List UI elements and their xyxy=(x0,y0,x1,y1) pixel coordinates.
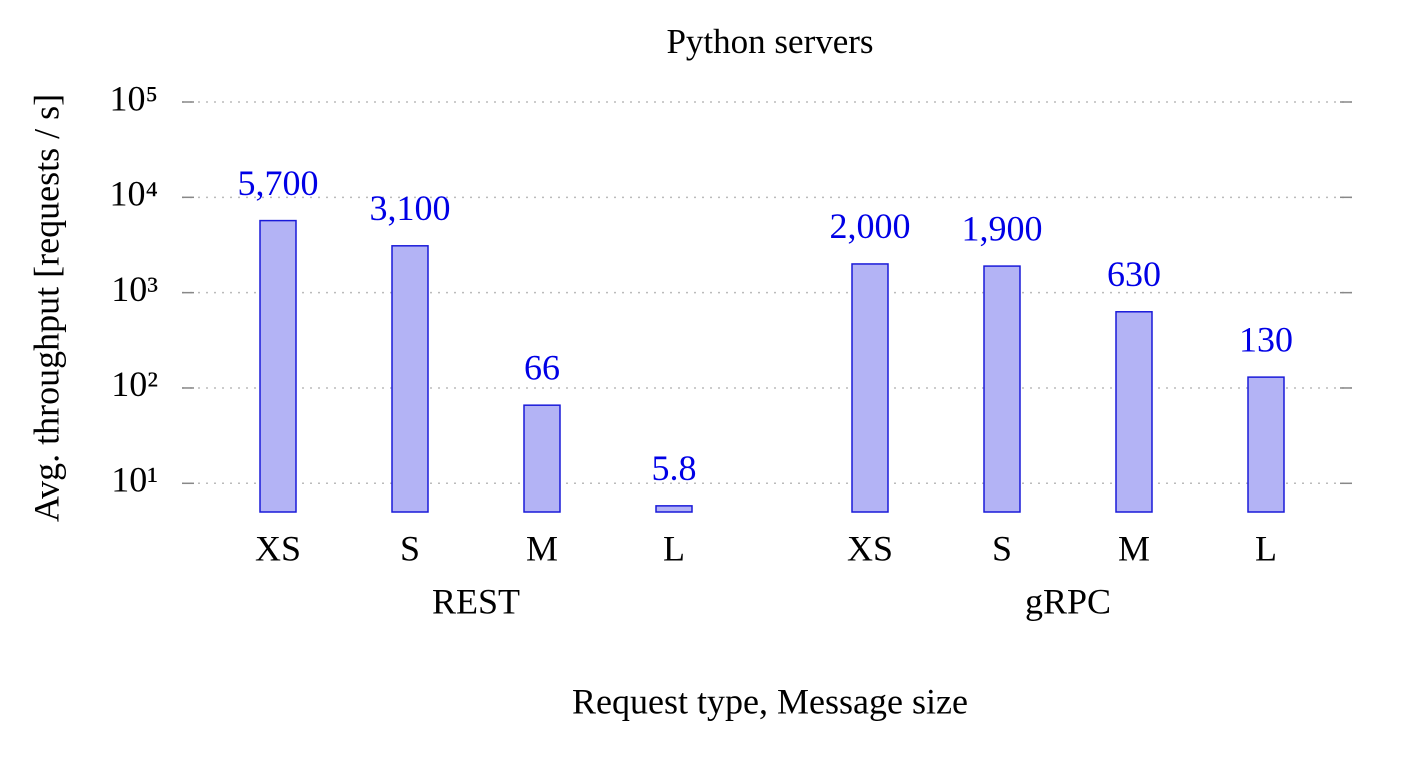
chart-title: Python servers xyxy=(666,22,873,61)
bar xyxy=(851,263,889,513)
x-tick-label: XS xyxy=(255,528,301,568)
y-tick-label: 10⁴ xyxy=(109,174,158,214)
bar xyxy=(259,219,297,513)
x-tick-label: L xyxy=(663,528,685,568)
value-label: 630 xyxy=(1107,254,1161,294)
y-axis-label: Avg. throughput [requests / s] xyxy=(26,94,66,522)
bar xyxy=(983,265,1021,513)
value-label: 130 xyxy=(1239,319,1293,359)
x-tick-label: XS xyxy=(847,528,893,568)
group-label: gRPC xyxy=(1025,581,1111,621)
value-label: 5.8 xyxy=(652,448,697,488)
bar xyxy=(1247,376,1285,513)
y-tick-label: 10² xyxy=(111,364,158,404)
x-tick-label: S xyxy=(400,528,420,568)
x-axis-label: Request type, Message size xyxy=(572,681,968,721)
x-tick-label: S xyxy=(992,528,1012,568)
value-label: 66 xyxy=(524,347,560,387)
x-tick-label: M xyxy=(1118,528,1150,568)
value-label: 3,100 xyxy=(370,188,451,228)
value-label: 2,000 xyxy=(830,206,911,246)
y-tick-label: 10¹ xyxy=(111,460,158,500)
value-label: 5,700 xyxy=(238,163,319,203)
value-label: 1,900 xyxy=(962,208,1043,248)
bar xyxy=(523,404,561,513)
y-tick-label: 10³ xyxy=(111,269,158,309)
bar xyxy=(655,505,693,513)
bar xyxy=(391,245,429,513)
y-tick-label: 10⁵ xyxy=(109,78,158,118)
x-tick-label: L xyxy=(1255,528,1277,568)
x-tick-label: M xyxy=(526,528,558,568)
bar xyxy=(1115,311,1153,513)
group-label: REST xyxy=(432,581,520,621)
